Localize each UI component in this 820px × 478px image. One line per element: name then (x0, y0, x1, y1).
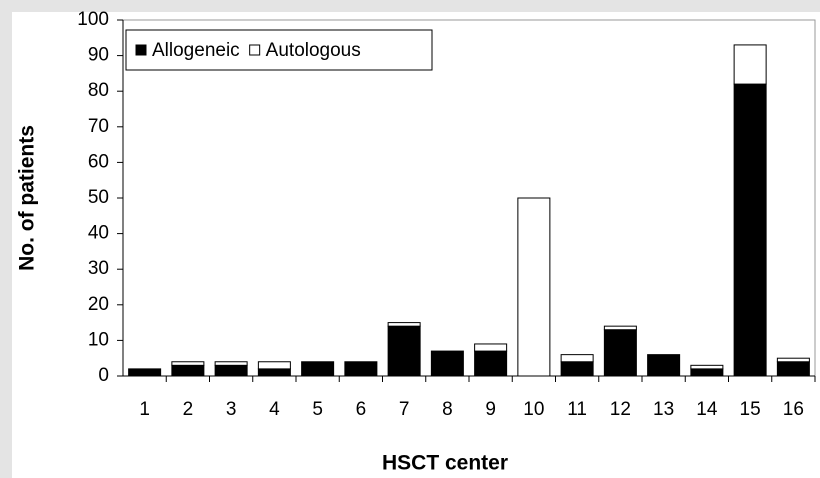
x-tick-label: 13 (653, 399, 674, 420)
bar-segment (517, 197, 551, 377)
bar-segment (257, 368, 291, 377)
y-tick-label: 80 (88, 80, 109, 101)
y-tick-label: 10 (88, 329, 109, 350)
x-tick-label: 8 (442, 399, 453, 420)
bar-segment (560, 361, 594, 377)
x-tick-label: 9 (485, 399, 496, 420)
x-tick-label: 10 (523, 399, 544, 420)
x-tick-label: 2 (183, 399, 194, 420)
bar-segment (474, 350, 508, 377)
legend-label: Allogeneic (152, 40, 240, 61)
y-tick-label: 90 (88, 45, 109, 66)
bar-segment (430, 350, 464, 377)
x-tick-label: 14 (696, 399, 718, 420)
bar-segment (647, 354, 681, 377)
x-tick-label: 4 (269, 399, 280, 420)
y-tick-label: 70 (88, 116, 109, 137)
bar-segment (733, 83, 767, 377)
y-tick-label: 60 (88, 151, 109, 172)
x-tick-label: 7 (399, 399, 410, 420)
y-tick-label: 50 (88, 187, 109, 208)
legend-box (125, 29, 433, 71)
bar-segment (301, 361, 335, 377)
bar-segment (776, 357, 810, 363)
bar-segment (690, 368, 724, 377)
x-tick-label: 11 (567, 399, 587, 420)
bar-segment (387, 322, 421, 327)
x-axis-title: HSCT center (382, 452, 508, 475)
bar-segment (344, 361, 378, 377)
bar-segment (733, 44, 767, 85)
y-tick-label: 30 (88, 258, 109, 279)
y-tick-label: 100 (77, 9, 109, 30)
bar-segment (214, 361, 248, 366)
bar-segment (171, 361, 205, 366)
y-tick-label: 40 (88, 223, 109, 244)
bar-segment (257, 361, 291, 370)
bar-segment (214, 364, 248, 377)
bar-segment (128, 368, 162, 377)
bar-segment (603, 325, 637, 331)
legend-swatch (135, 44, 147, 56)
plot-area (122, 19, 816, 377)
x-tick-label: 5 (312, 399, 323, 420)
bar-segment (690, 364, 724, 370)
bar-segment (474, 343, 508, 352)
x-tick-label: 1 (139, 399, 150, 420)
x-tick-label: 15 (740, 399, 761, 420)
bar-segment (387, 325, 421, 377)
bar-segment (603, 329, 637, 377)
legend-swatch (249, 44, 261, 56)
x-tick-label: 16 (783, 399, 804, 420)
x-tick-label: 3 (226, 399, 237, 420)
bar-segment (560, 354, 594, 363)
y-axis-title: No. of patients (16, 125, 39, 271)
legend-label: Autologous (266, 40, 361, 61)
bar-segment (776, 361, 810, 377)
y-tick-label: 0 (98, 365, 109, 386)
x-tick-label: 6 (356, 399, 367, 420)
x-tick-label: 12 (610, 399, 631, 420)
y-tick-label: 20 (88, 294, 109, 315)
bar-segment (171, 364, 205, 377)
